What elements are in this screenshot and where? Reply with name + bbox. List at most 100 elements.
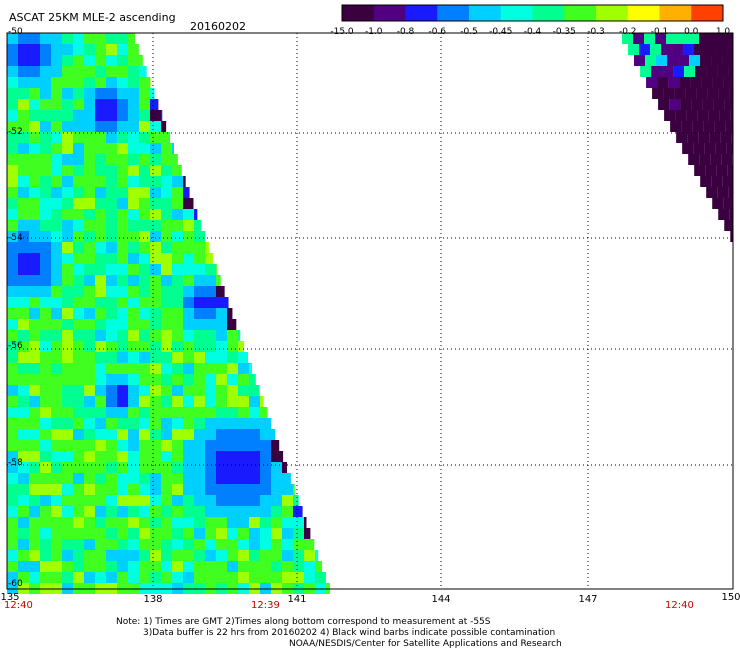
data-cell [150, 495, 161, 506]
data-cell [227, 440, 238, 451]
data-cell [18, 66, 29, 77]
data-cell [161, 231, 172, 242]
data-cell [227, 528, 238, 539]
data-cell [150, 385, 161, 396]
data-cell [718, 88, 730, 99]
data-cell [698, 132, 710, 143]
data-cell [150, 88, 155, 99]
data-cell [95, 231, 106, 242]
data-cell [249, 396, 260, 407]
data-cell [708, 110, 720, 121]
data-cell [150, 242, 161, 253]
data-cell [227, 561, 238, 572]
data-cell [18, 99, 29, 110]
data-cell [216, 374, 227, 385]
data-cell [51, 561, 62, 572]
data-cell [7, 165, 18, 176]
data-cell [62, 231, 73, 242]
data-cell [139, 297, 150, 308]
data-cell [128, 473, 139, 484]
data-cell [139, 286, 150, 297]
data-cell [227, 506, 238, 517]
data-cell [139, 374, 150, 385]
data-cell [18, 220, 29, 231]
data-cell [139, 220, 150, 231]
data-cell [150, 319, 161, 330]
data-cell [260, 539, 271, 550]
data-cell [51, 418, 62, 429]
data-cell [183, 363, 194, 374]
data-cell [40, 561, 51, 572]
data-cell [7, 462, 18, 473]
data-cell [51, 44, 62, 55]
data-cell [51, 121, 62, 132]
data-cell [18, 473, 29, 484]
data-cell [51, 550, 62, 561]
data-cell [216, 506, 227, 517]
data-cell [721, 154, 733, 165]
data-cell [183, 308, 194, 319]
data-cell [7, 506, 18, 517]
data-cell [227, 572, 238, 583]
data-cell [691, 99, 703, 110]
data-cell [172, 165, 182, 176]
data-cell [150, 264, 161, 275]
data-cell [249, 473, 260, 484]
data-cell [128, 187, 139, 198]
data-cell [670, 121, 682, 132]
data-cell [719, 110, 731, 121]
data-cell [194, 352, 205, 363]
data-cell [40, 242, 51, 253]
data-cell [73, 275, 84, 286]
data-cell [29, 110, 40, 121]
data-cell [139, 473, 150, 484]
data-cell [62, 220, 73, 231]
data-cell [205, 330, 216, 341]
data-cell [238, 352, 249, 363]
data-cell [183, 374, 194, 385]
data-cell [117, 418, 128, 429]
data-cell [150, 110, 161, 121]
data-cell [282, 528, 293, 539]
data-cell [139, 363, 150, 374]
data-cell [205, 561, 216, 572]
data-cell [172, 539, 183, 550]
data-cell [687, 132, 699, 143]
data-cell [95, 88, 106, 99]
data-cell [172, 143, 174, 154]
data-cell [227, 451, 238, 462]
data-cell [73, 165, 84, 176]
data-cell [106, 253, 117, 264]
data-cell [18, 330, 29, 341]
data-cell [18, 176, 29, 187]
data-cell [18, 462, 29, 473]
data-cell [18, 275, 29, 286]
data-cell [18, 33, 29, 44]
data-cell [40, 495, 51, 506]
colorbar-swatch [532, 5, 565, 21]
data-cell [128, 506, 139, 517]
data-cell [84, 154, 95, 165]
colorbar-swatch [405, 5, 438, 21]
data-cell [117, 231, 128, 242]
data-cell [139, 462, 150, 473]
data-cell [84, 517, 95, 528]
data-cell [634, 55, 646, 66]
data-cell [128, 198, 139, 209]
data-cell [95, 418, 106, 429]
data-cell [29, 528, 40, 539]
data-cell [664, 110, 676, 121]
data-cell [205, 253, 213, 264]
data-cell [40, 484, 51, 495]
data-cell [194, 209, 198, 220]
data-cell [172, 319, 183, 330]
data-cell [62, 506, 73, 517]
data-cell [84, 451, 95, 462]
colorbar-swatch [596, 5, 629, 21]
lon-tick-label: 150 [721, 592, 740, 603]
data-cell [73, 154, 84, 165]
data-cell [106, 33, 117, 44]
data-cell [194, 506, 205, 517]
data-cell [106, 352, 117, 363]
data-cell [216, 528, 227, 539]
